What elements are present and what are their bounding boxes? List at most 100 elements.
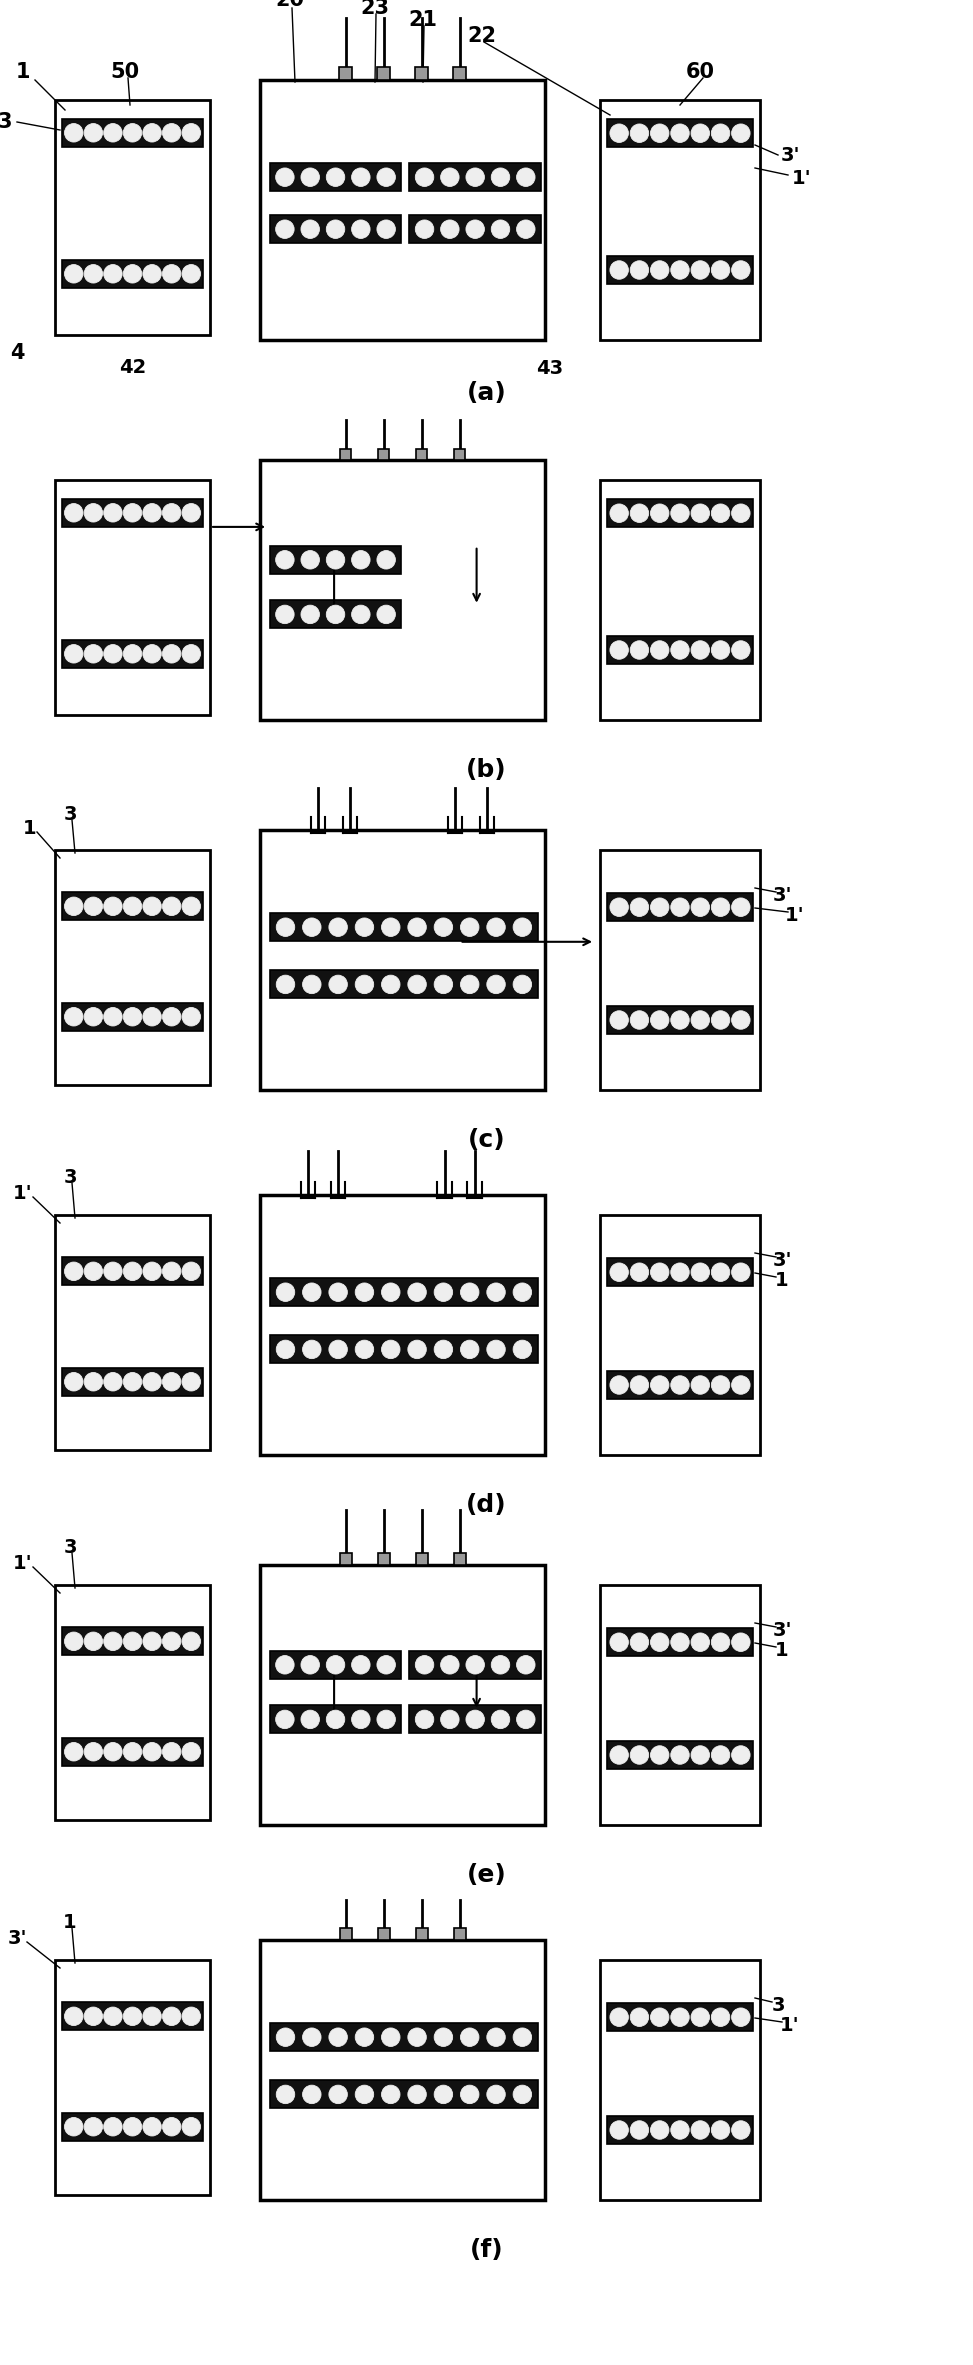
Circle shape (124, 1632, 142, 1651)
Circle shape (610, 260, 629, 279)
Circle shape (104, 1743, 123, 1762)
Text: 3': 3' (780, 147, 800, 166)
Circle shape (104, 1372, 123, 1391)
Circle shape (486, 2086, 505, 2102)
Bar (607, 2003, 753, 2032)
Text: 1': 1' (14, 1182, 33, 1201)
Circle shape (610, 123, 629, 142)
Text: 3': 3' (773, 885, 792, 903)
Text: 1': 1' (792, 168, 811, 187)
Circle shape (301, 1656, 319, 1674)
Bar (454, 449, 465, 461)
Circle shape (513, 1282, 531, 1301)
Circle shape (276, 918, 295, 937)
Circle shape (326, 168, 344, 187)
Circle shape (104, 265, 123, 284)
Circle shape (670, 1632, 689, 1651)
Circle shape (104, 896, 123, 915)
Circle shape (691, 1376, 709, 1395)
Circle shape (104, 123, 123, 142)
Circle shape (377, 1656, 395, 1674)
Circle shape (301, 551, 319, 570)
Circle shape (732, 899, 750, 918)
Bar (270, 546, 401, 575)
Circle shape (275, 168, 294, 187)
Text: 43: 43 (536, 359, 563, 378)
Circle shape (517, 1656, 535, 1674)
Circle shape (64, 1372, 83, 1391)
Circle shape (124, 1007, 142, 1026)
Circle shape (670, 1376, 689, 1395)
Circle shape (377, 605, 395, 624)
Circle shape (381, 2086, 400, 2102)
Circle shape (143, 1372, 162, 1391)
Circle shape (486, 1341, 505, 1358)
Circle shape (124, 896, 142, 915)
Bar (607, 1258, 753, 1287)
Circle shape (84, 123, 102, 142)
Circle shape (732, 1010, 750, 1029)
Circle shape (711, 260, 730, 279)
Circle shape (631, 641, 649, 660)
Circle shape (64, 265, 83, 284)
Circle shape (460, 1282, 479, 1301)
Circle shape (711, 504, 730, 523)
Circle shape (670, 123, 689, 142)
Circle shape (104, 1263, 123, 1279)
Circle shape (441, 1710, 459, 1729)
Circle shape (275, 1656, 294, 1674)
Circle shape (691, 1010, 709, 1029)
Text: (f): (f) (470, 2237, 503, 2261)
Bar (270, 1336, 538, 1362)
Circle shape (276, 1341, 295, 1358)
Circle shape (441, 220, 459, 239)
Circle shape (182, 1007, 200, 1026)
Circle shape (301, 220, 319, 239)
Circle shape (711, 1745, 730, 1764)
Circle shape (631, 1263, 649, 1282)
Circle shape (670, 2008, 689, 2027)
Circle shape (381, 2027, 400, 2046)
Circle shape (691, 2121, 709, 2140)
Circle shape (732, 2121, 750, 2140)
Circle shape (631, 2121, 649, 2140)
Circle shape (124, 504, 142, 523)
Bar (600, 1216, 760, 1454)
Circle shape (326, 551, 344, 570)
Circle shape (491, 220, 510, 239)
Circle shape (143, 646, 162, 662)
Circle shape (301, 1710, 319, 1729)
Circle shape (732, 123, 750, 142)
Bar (607, 2117, 753, 2145)
Text: 1: 1 (775, 1641, 789, 1660)
Circle shape (670, 504, 689, 523)
Circle shape (651, 260, 669, 279)
Circle shape (64, 896, 83, 915)
Circle shape (84, 2117, 102, 2136)
Bar (62, 118, 203, 147)
Bar (270, 215, 401, 244)
Circle shape (408, 2027, 426, 2046)
Circle shape (162, 1743, 181, 1762)
Circle shape (84, 896, 102, 915)
Circle shape (631, 1632, 649, 1651)
Circle shape (143, 123, 162, 142)
Circle shape (64, 2008, 83, 2024)
Circle shape (329, 974, 347, 993)
Circle shape (631, 260, 649, 279)
Circle shape (434, 918, 452, 937)
Circle shape (329, 1282, 347, 1301)
Bar (378, 449, 389, 461)
Circle shape (143, 1007, 162, 1026)
Circle shape (651, 1745, 669, 1764)
Circle shape (351, 551, 370, 570)
Circle shape (610, 2008, 629, 2027)
Circle shape (84, 1632, 102, 1651)
Circle shape (84, 504, 102, 523)
Circle shape (303, 1282, 321, 1301)
Text: 50: 50 (111, 61, 139, 83)
Circle shape (460, 2027, 479, 2046)
Circle shape (182, 896, 200, 915)
Circle shape (732, 260, 750, 279)
Text: 4: 4 (10, 343, 24, 362)
